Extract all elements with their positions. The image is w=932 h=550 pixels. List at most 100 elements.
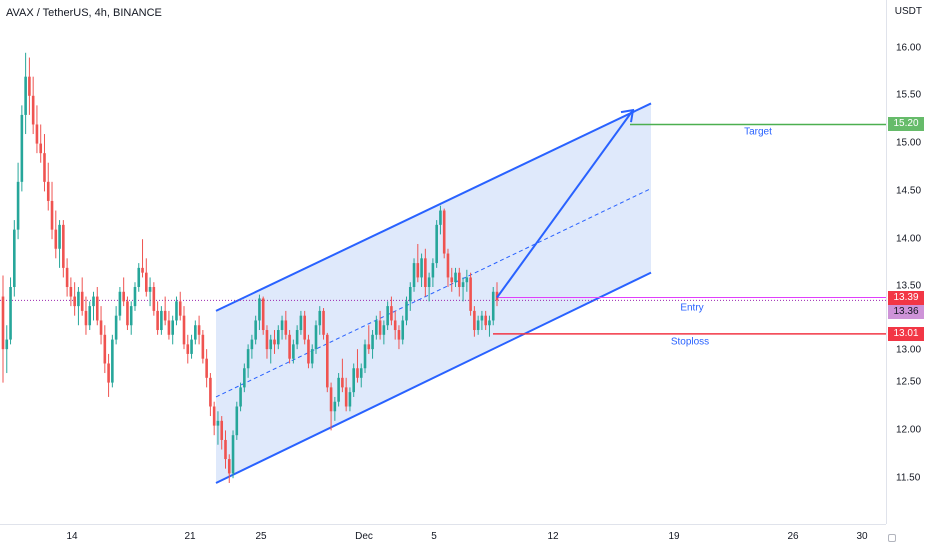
candle-body <box>250 339 254 350</box>
candle-body <box>303 315 306 340</box>
candle-body <box>318 310 322 326</box>
x-tick-30: 30 <box>856 531 868 542</box>
candle-body <box>73 296 76 307</box>
candle-body <box>118 291 122 316</box>
candle-body <box>190 339 193 354</box>
candle-body <box>329 387 333 412</box>
candle-body <box>99 320 103 335</box>
candle-body <box>390 306 393 321</box>
candle-body <box>224 439 227 460</box>
target-price-badge: 15.20 <box>888 117 924 131</box>
candle-body <box>220 420 224 440</box>
candle-body <box>107 363 110 383</box>
projection-arrow-line <box>496 109 634 299</box>
candle-body <box>141 267 144 273</box>
candle-body <box>378 320 382 335</box>
target-label: Target <box>744 126 772 138</box>
settings-corner-icon[interactable] <box>888 534 896 542</box>
y-tick-12.00: 12.00 <box>896 424 922 436</box>
candle-body <box>292 344 295 359</box>
candle-body <box>258 298 261 321</box>
candle-body <box>476 320 480 331</box>
candle-body <box>182 315 186 345</box>
candle-body <box>122 291 125 302</box>
candle-body <box>103 334 107 364</box>
candle-body <box>197 325 201 335</box>
candle-body <box>133 287 137 307</box>
candle-body <box>491 291 495 321</box>
candle-body <box>178 301 182 316</box>
candle-body <box>461 282 465 287</box>
price-axis[interactable] <box>886 0 932 524</box>
candle-body <box>314 325 318 350</box>
candle-body <box>431 263 435 278</box>
candle-body <box>371 334 374 350</box>
candle-body <box>1 296 5 350</box>
entry-price-badge: 13.39 <box>888 291 924 305</box>
entry-label: Entry <box>680 302 704 314</box>
x-tick-dec: Dec <box>355 531 373 542</box>
x-tick-14: 14 <box>66 531 78 542</box>
candle-body <box>265 330 269 350</box>
candle-body <box>427 277 431 287</box>
candle-body <box>80 291 84 311</box>
candle-body <box>382 325 386 335</box>
candle-body <box>216 420 220 426</box>
candle-body <box>280 320 284 331</box>
candle-body <box>148 287 152 292</box>
current-price-badge: 13.36 <box>888 305 924 319</box>
candle-body <box>435 224 438 264</box>
candle-body <box>235 406 239 436</box>
candle-body <box>114 315 118 340</box>
candle-body <box>58 224 61 249</box>
candle-body <box>284 320 288 335</box>
candle-body <box>175 301 178 321</box>
channel-upper-line <box>215 102 652 312</box>
y-tick-15.00: 15.00 <box>896 137 922 149</box>
candle-body <box>129 306 133 326</box>
candle-body <box>341 377 344 388</box>
candle-body <box>363 344 367 369</box>
candle-body <box>412 263 416 287</box>
candle-body <box>152 287 156 311</box>
candle-body <box>439 210 442 225</box>
y-tick-15.50: 15.50 <box>896 89 922 101</box>
candle-body <box>5 339 9 350</box>
projection-arrow-head <box>620 108 635 123</box>
candle-body <box>307 339 310 364</box>
candle-body <box>171 320 174 335</box>
candle-body <box>454 272 457 283</box>
y-tick-11.50: 11.50 <box>896 472 921 484</box>
y-tick-13.00: 13.00 <box>896 344 922 356</box>
y-tick-13.50: 13.50 <box>896 280 922 292</box>
x-tick-12: 12 <box>547 531 559 542</box>
candle-body <box>367 344 371 350</box>
candle-body <box>420 258 423 278</box>
candle-body <box>39 143 43 154</box>
chart-title: AVAX / TetherUS, 4h, BINANCE <box>6 7 162 19</box>
candle-body <box>20 114 24 182</box>
candle-body <box>62 224 65 268</box>
candle-body <box>269 339 273 350</box>
currency-label: USDT <box>894 6 922 17</box>
candle-body <box>348 392 352 407</box>
candle-body <box>167 320 171 335</box>
y-tick-14.00: 14.00 <box>896 233 922 245</box>
x-tick-5: 5 <box>431 531 437 542</box>
candle-body <box>375 320 378 335</box>
channel-mid-line <box>215 188 652 398</box>
candle-body <box>469 277 472 311</box>
candle-body <box>77 291 80 307</box>
candle-body <box>322 310 325 335</box>
candle-body <box>205 358 208 378</box>
time-axis[interactable] <box>0 524 886 550</box>
candle-body <box>295 330 299 345</box>
candle-body <box>160 310 163 331</box>
stoploss-price-badge: 13.01 <box>888 327 924 341</box>
candle-body <box>31 95 35 125</box>
candle-body <box>424 258 427 287</box>
candle-body <box>359 368 363 378</box>
x-tick-21: 21 <box>184 531 196 542</box>
candle-body <box>484 315 487 326</box>
